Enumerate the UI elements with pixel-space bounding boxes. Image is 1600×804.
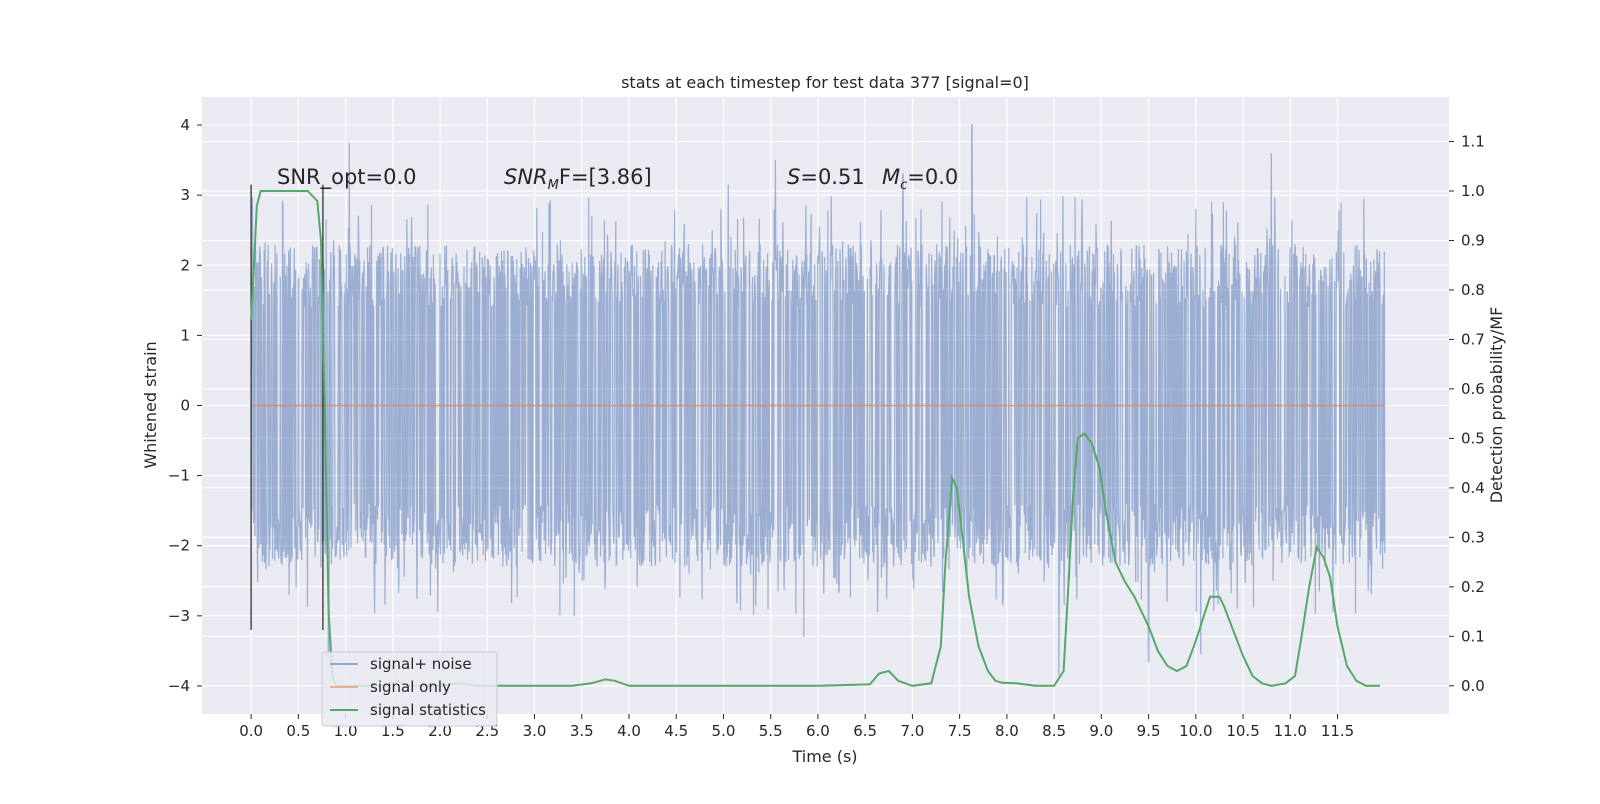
annotation-snr-mf: SNRMF=[3.86] <box>504 165 652 193</box>
x-tick-label: 7.0 <box>900 722 924 740</box>
x-tick-label: 11.5 <box>1321 722 1354 740</box>
signal-noise-line <box>250 124 1386 676</box>
y2-tick-label: 0.1 <box>1461 627 1485 645</box>
y2-tick-label: 0.0 <box>1461 677 1485 695</box>
x-tick-label: 3.5 <box>570 722 594 740</box>
y2-axis-label: Detection probability/MF <box>1487 307 1506 504</box>
x-tick-label: 10.0 <box>1179 722 1212 740</box>
annotation-snr-mf-subscript: M <box>548 178 559 193</box>
y2-tick-label: 0.4 <box>1461 479 1485 497</box>
signal-noise-series <box>250 124 1386 676</box>
x-tick-label: 9.0 <box>1089 722 1113 740</box>
y-tick-label: 0 <box>180 397 190 415</box>
x-tick-label: 6.5 <box>853 722 877 740</box>
legend-label-signal-noise: signal+ noise <box>370 655 472 673</box>
legend: signal+ noise signal only signal statist… <box>321 651 498 727</box>
chart-title: stats at each timestep for test data 377… <box>621 73 1029 92</box>
annotation-s: S=0.51 <box>787 165 865 189</box>
y-tick-label: 1 <box>180 326 190 344</box>
y-tick-label: −2 <box>168 537 190 555</box>
y2-tick-label: 0.2 <box>1461 578 1485 596</box>
y-tick-label: 4 <box>180 116 190 134</box>
y-tick-label: −1 <box>168 467 190 485</box>
annotation-s-symbol: S <box>787 165 800 189</box>
x-tick-label: 5.0 <box>712 722 736 740</box>
legend-box <box>321 651 498 727</box>
x-tick-label: 6.0 <box>806 722 830 740</box>
annotation-mc-subscript: c <box>900 178 907 193</box>
x-tick-label: 11.0 <box>1274 722 1307 740</box>
y-tick-label: −3 <box>168 607 190 625</box>
annotation-mc-value: =0.0 <box>907 165 958 189</box>
x-axis-label: Time (s) <box>791 747 857 766</box>
legend-label-signal-statistics: signal statistics <box>370 701 486 719</box>
x-tick-label: 0.5 <box>286 722 310 740</box>
annotation-snr-opt: SNR_opt=0.0 <box>277 165 417 190</box>
x-tick-label: 8.0 <box>995 722 1019 740</box>
y2-tick-label: 1.0 <box>1461 182 1485 200</box>
x-tick-label: 9.5 <box>1137 722 1161 740</box>
x-tick-label: 0.0 <box>239 722 263 740</box>
x-tick-label: 10.5 <box>1226 722 1259 740</box>
y2-tick-label: 0.3 <box>1461 528 1485 546</box>
y-tick-label: 2 <box>180 256 190 274</box>
x-tick-label: 8.5 <box>1042 722 1066 740</box>
annotation-mc-symbol: M <box>882 165 900 189</box>
x-tick-label: 7.5 <box>948 722 972 740</box>
marker-lines <box>250 184 324 630</box>
annotation-mc: Mc=0.0 <box>882 165 958 193</box>
x-tick-label: 4.5 <box>664 722 688 740</box>
annotation-s-value: =0.51 <box>800 165 864 189</box>
y-axis-label: Whitened strain <box>141 341 160 468</box>
y-tick-label: 3 <box>180 186 190 204</box>
y2-tick-label: 0.6 <box>1461 380 1485 398</box>
y2-tick-label: 0.8 <box>1461 281 1485 299</box>
annotation-snr-mf-value: F=[3.86] <box>559 165 652 189</box>
x-tick-label: 3.0 <box>523 722 547 740</box>
y2-tick-label: 0.7 <box>1461 330 1485 348</box>
legend-label-signal-only: signal only <box>370 678 451 696</box>
x-tick-label: 5.5 <box>759 722 783 740</box>
x-tick-label: 4.0 <box>617 722 641 740</box>
y2-tick-label: 0.5 <box>1461 429 1485 447</box>
y2-tick-label: 0.9 <box>1461 231 1485 249</box>
annotation-snr-mf-symbol: SNR <box>504 165 548 189</box>
y-tick-label: −4 <box>168 677 190 695</box>
y2-tick-label: 1.1 <box>1461 133 1485 151</box>
